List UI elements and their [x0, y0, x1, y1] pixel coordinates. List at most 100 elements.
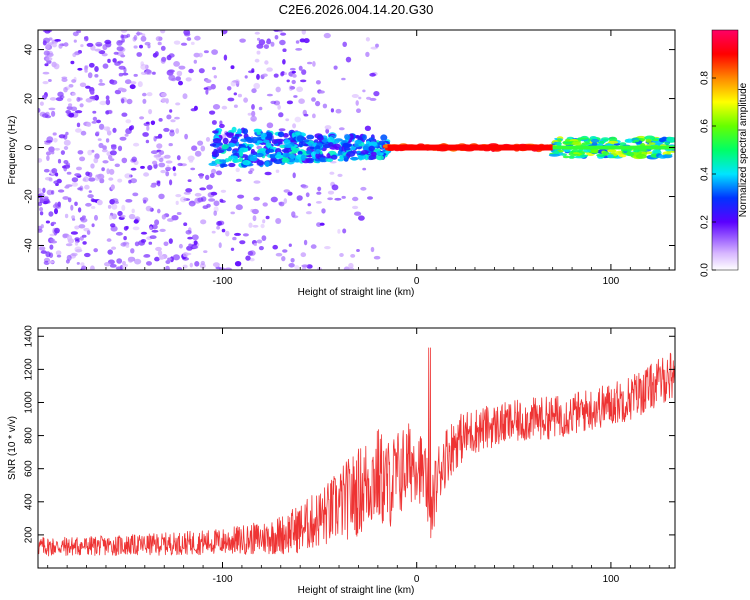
spectrogram-cell: [562, 141, 572, 144]
spectrogram-cell: [183, 30, 191, 36]
spectrogram-cell: [289, 154, 296, 159]
spectrogram-cell: [43, 168, 50, 173]
spectrogram-cell: [58, 134, 66, 139]
spectrogram-cell: [635, 153, 647, 159]
spectrogram-cell: [95, 41, 103, 47]
spectrogram-cell: [274, 154, 284, 159]
spectrogram-cell: [77, 67, 83, 71]
spectrogram-cell: [351, 94, 359, 98]
spectrogram-cell: [94, 94, 99, 101]
spectrogram-cell: [150, 184, 157, 188]
spectrogram-cell: [55, 97, 64, 102]
spectrogram-cell: [358, 154, 367, 160]
spectrogram-cell: [258, 106, 263, 111]
spectrogram-cell: [258, 39, 266, 46]
spectrogram-cell: [327, 136, 335, 143]
spectrogram-cell: [258, 246, 264, 251]
spectrogram-cell: [279, 39, 286, 46]
spectrogram-cell: [553, 150, 560, 155]
spectrogram-cell: [65, 184, 73, 188]
spectrogram-cell: [117, 145, 123, 152]
spectrogram-cell: [165, 171, 170, 177]
spectrogram-cell: [108, 214, 113, 220]
spectrogram-cell: [307, 141, 313, 147]
spectrogram-cell: [163, 241, 169, 247]
spectrogram-cell: [166, 54, 172, 61]
spectrogram-x-label: Height of straight line (km): [298, 287, 415, 298]
spectrogram-cell: [376, 155, 384, 161]
spectrogram-cell: [45, 56, 53, 61]
spectrogram-cell: [102, 63, 109, 69]
spectrogram-cell: [114, 163, 121, 168]
spectrogram-cell: [80, 44, 84, 48]
spectrogram-cell: [218, 242, 222, 249]
spectrogram-cell: [168, 238, 173, 244]
spectrogram-cell: [39, 211, 44, 216]
spectrogram-cell: [40, 224, 44, 229]
spectrogram-cell: [42, 113, 49, 118]
spectrogram-cell: [198, 52, 203, 58]
spectrogram-cell: [256, 43, 264, 49]
spectrogram-cell: [141, 33, 146, 37]
spectrogram-cell: [229, 155, 239, 160]
spectrogram-cell: [65, 110, 71, 114]
spectrogram-cell: [176, 212, 182, 215]
spectrogram-cell: [133, 73, 138, 77]
spectrogram-cell: [54, 147, 60, 151]
spectrogram-cell: [323, 32, 331, 39]
spectrogram-cell: [282, 157, 288, 162]
spectrogram-cell: [192, 245, 199, 249]
spectrogram-cell: [52, 132, 57, 136]
spectrogram-cell: [91, 121, 97, 124]
spectrogram-cell: [227, 97, 235, 102]
spectrogram-cell: [122, 265, 127, 270]
spectrogram-cell: [224, 267, 232, 270]
spectrogram-cell: [211, 151, 216, 156]
spectrogram-cell: [225, 230, 230, 237]
spectrogram-cell: [178, 80, 183, 86]
spectrogram-cell: [185, 230, 192, 235]
spectrogram-cell: [175, 76, 181, 81]
spectrogram-cell: [154, 219, 160, 226]
spectrogram-cell: [294, 116, 302, 123]
spectrogram-cell: [63, 160, 69, 164]
spectrogram-cell: [343, 266, 350, 270]
spectrogram-cell: [160, 92, 167, 97]
spectrogram-cell: [110, 223, 116, 228]
spectrogram-cell: [232, 236, 237, 241]
spectrogram-cell: [342, 41, 348, 47]
spectrogram-cell: [62, 196, 69, 200]
spectrogram-cell: [305, 192, 310, 198]
spectrogram-cell: [75, 128, 82, 133]
spectrogram-cell: [74, 225, 80, 230]
spectrogram-cell: [352, 196, 359, 202]
spectrogram-cell: [265, 215, 270, 220]
spectrogram-cell: [189, 262, 193, 268]
spectrogram-cell: [327, 197, 333, 201]
spectrogram-cell: [342, 140, 348, 144]
spectrogram-cell: [280, 71, 284, 77]
spectrogram-cell: [140, 63, 148, 70]
spectrogram-cell: [67, 197, 72, 203]
spectrogram-cell: [315, 201, 322, 204]
x-tick-label: -100: [212, 276, 232, 287]
spectrogram-cell: [289, 86, 296, 90]
spectrogram-cell: [262, 73, 268, 77]
spectrogram-cell: [146, 125, 150, 131]
spectrogram-cell: [94, 174, 100, 181]
spectrogram-cell: [176, 70, 183, 77]
spectrogram-cell: [93, 157, 99, 164]
spectrogram-cell: [125, 199, 133, 203]
spectrogram-cell: [666, 137, 675, 142]
spectrogram-cell: [296, 135, 305, 142]
spectrogram-cell: [106, 168, 110, 175]
spectrogram-cell: [221, 105, 228, 110]
spectrogram-cell: [110, 79, 118, 85]
spectrogram-cell: [120, 88, 127, 93]
spectrogram-cell: [285, 118, 290, 122]
spectrogram-cell: [219, 159, 227, 163]
spectrogram-cell: [661, 136, 668, 142]
spectrogram-cell: [317, 134, 323, 139]
spectrogram-cell: [282, 59, 286, 65]
spectrogram-cell: [248, 170, 253, 175]
